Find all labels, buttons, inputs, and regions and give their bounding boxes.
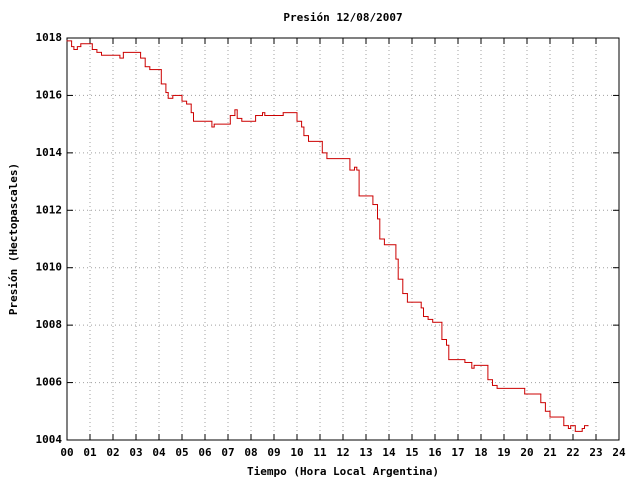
- y-tick-label: 1006: [36, 376, 63, 389]
- x-axis-label: Tiempo (Hora Local Argentina): [247, 465, 439, 478]
- x-tick-label: 03: [129, 446, 142, 459]
- x-tick-label: 18: [474, 446, 487, 459]
- x-tick-label: 07: [221, 446, 234, 459]
- x-tick-label: 08: [244, 446, 257, 459]
- y-tick-label: 1008: [36, 318, 63, 331]
- x-tick-label: 02: [106, 446, 119, 459]
- x-tick-label: 22: [566, 446, 579, 459]
- x-tick-label: 01: [83, 446, 97, 459]
- y-tick-label: 1016: [36, 88, 63, 101]
- x-tick-label: 15: [405, 446, 418, 459]
- y-tick-label: 1014: [36, 146, 63, 159]
- x-tick-label: 09: [267, 446, 280, 459]
- y-axis-label: Presión (Hectopascales): [7, 163, 20, 315]
- x-tick-label: 11: [313, 446, 327, 459]
- x-tick-label: 24: [612, 446, 626, 459]
- x-tick-label: 10: [290, 446, 303, 459]
- x-tick-label: 04: [152, 446, 166, 459]
- plot-border: [66, 37, 620, 441]
- x-tick-label: 12: [336, 446, 349, 459]
- x-tick-label: 17: [451, 446, 464, 459]
- y-tick-label: 1010: [36, 261, 63, 274]
- x-tick-label: 14: [382, 446, 396, 459]
- y-tick-label: 1012: [36, 203, 63, 216]
- x-tick-label: 13: [359, 446, 372, 459]
- chart-title: Presión 12/08/2007: [283, 11, 402, 24]
- x-tick-label: 19: [497, 446, 510, 459]
- x-tick-label: 21: [543, 446, 557, 459]
- x-tick-label: 05: [175, 446, 188, 459]
- x-tick-label: 23: [589, 446, 602, 459]
- y-tick-label: 1004: [36, 433, 63, 446]
- y-tick-label: 1018: [36, 31, 63, 44]
- x-tick-label: 20: [520, 446, 533, 459]
- x-tick-label: 00: [60, 446, 73, 459]
- x-tick-label: 16: [428, 446, 442, 459]
- x-tick-label: 06: [198, 446, 212, 459]
